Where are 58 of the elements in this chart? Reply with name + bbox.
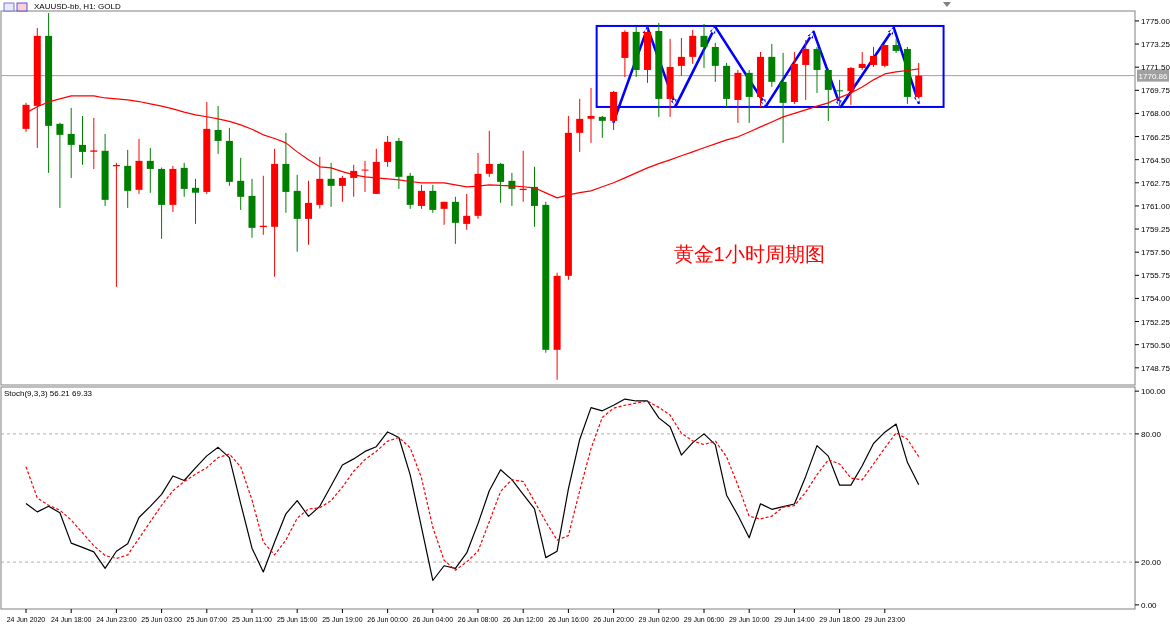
candlestick xyxy=(79,115,86,166)
candlestick xyxy=(237,157,245,211)
candlestick xyxy=(700,23,708,69)
candlestick xyxy=(180,162,188,198)
candlestick xyxy=(90,117,98,170)
y-tick-label: 1761.00 xyxy=(1141,201,1170,211)
y-tick-label: 1757.50 xyxy=(1141,248,1170,258)
candlestick xyxy=(56,122,64,209)
y-tick-label: 1769.75 xyxy=(1141,86,1170,96)
chart-title: Stoch(9,3,3) 56.21 69.33 xyxy=(4,389,93,398)
y-tick-label: 100.00 xyxy=(1141,387,1167,397)
candlestick xyxy=(384,135,392,168)
y-tick-label: 1766.25 xyxy=(1141,132,1170,142)
ref-line-label: 1770.86 xyxy=(1138,71,1169,81)
annotation: 黄金1小时周期图 xyxy=(673,242,825,265)
y-tick-label: 1752.25 xyxy=(1141,317,1170,327)
candlestick xyxy=(779,52,787,144)
y-tick-label: 1755.75 xyxy=(1141,271,1170,281)
candlestick xyxy=(361,160,369,193)
y-tick-label: 1750.50 xyxy=(1141,340,1170,350)
candlestick xyxy=(485,130,493,178)
candlestick xyxy=(214,105,222,155)
candlestick xyxy=(338,175,346,203)
y-tick-label: 1759.25 xyxy=(1141,225,1170,235)
y-tick-label: 1762.75 xyxy=(1141,178,1170,188)
candlestick xyxy=(463,193,471,231)
candlestick xyxy=(305,180,312,246)
candlestick xyxy=(892,38,900,54)
candlestick xyxy=(146,147,154,194)
y-tick-label: 1754.00 xyxy=(1141,294,1170,304)
candlestick xyxy=(497,162,505,204)
y-tick-label: 1775.00 xyxy=(1141,16,1170,26)
y-tick-label: 1771.50 xyxy=(1141,63,1170,73)
y-tick-label: 1748.75 xyxy=(1141,363,1170,373)
candlestick xyxy=(677,37,685,77)
candlestick xyxy=(813,46,821,94)
y-tick-label: 0.00 xyxy=(1141,600,1158,610)
candlestick xyxy=(576,98,584,153)
candlestick xyxy=(327,162,335,208)
candlestick xyxy=(192,178,199,225)
y-tick-label: 20.00 xyxy=(1141,558,1162,568)
candlestick xyxy=(429,184,437,214)
candlestick xyxy=(531,166,538,228)
candlestick xyxy=(870,46,877,68)
candlestick xyxy=(451,196,459,245)
y-tick-label: 1764.50 xyxy=(1141,155,1170,165)
candlestick xyxy=(67,107,75,179)
y-tick-label: 1773.25 xyxy=(1141,40,1170,50)
y-tick-label: 80.00 xyxy=(1141,429,1162,439)
candlestick xyxy=(418,184,425,210)
candlestick xyxy=(824,68,832,122)
y-tick-label: 1768.00 xyxy=(1141,109,1170,119)
candlestick xyxy=(598,115,606,139)
candlestick xyxy=(711,42,719,83)
candlestick xyxy=(689,29,697,65)
candlestick xyxy=(802,39,810,101)
candlestick xyxy=(587,87,595,144)
chart-title: XAUUSD-bb, H1: GOLD xyxy=(34,2,121,11)
